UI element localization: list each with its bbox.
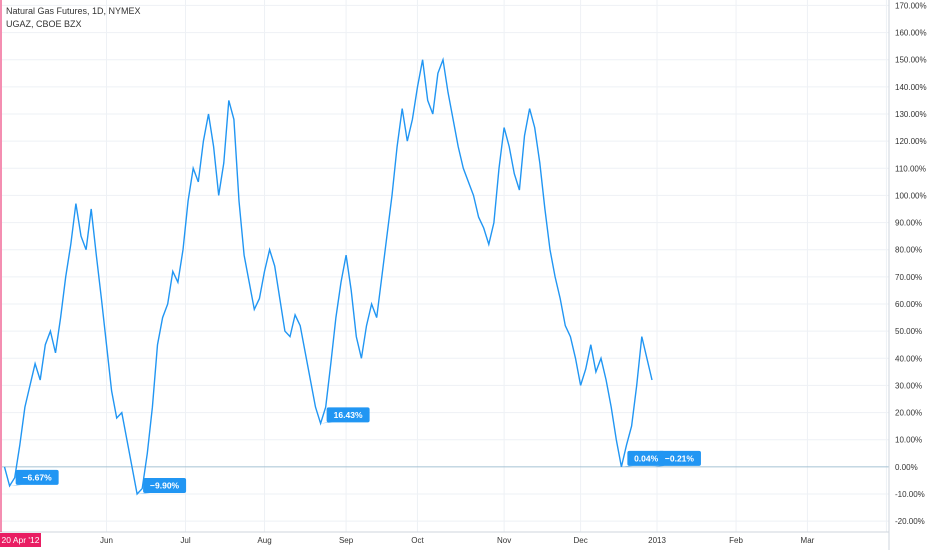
callout-pointer <box>9 484 23 486</box>
x-tick-label: Oct <box>411 536 424 545</box>
legend-primary-series[interactable]: Natural Gas Futures, 1D, NYMEX <box>6 6 141 16</box>
y-tick-label: 160.00% <box>895 29 927 38</box>
y-tick-label: 80.00% <box>895 246 922 255</box>
y-tick-label: 100.00% <box>895 191 927 200</box>
callout-label: −9.90% <box>150 481 180 491</box>
x-tick-label: 2013 <box>648 536 666 545</box>
callout-box <box>657 450 701 466</box>
callout-box <box>627 450 665 466</box>
callout-box <box>15 469 59 485</box>
series-lines <box>3 56 653 496</box>
x-tick-label: Nov <box>497 536 511 545</box>
callout-pointer <box>320 422 334 424</box>
series-line <box>3 56 653 496</box>
start-date-badge <box>0 533 41 547</box>
y-tick-label: 20.00% <box>895 409 922 418</box>
y-tick-label: 90.00% <box>895 219 922 228</box>
zero-line <box>0 0 890 550</box>
callout-pointer <box>651 465 665 467</box>
y-tick-label: 30.00% <box>895 381 922 390</box>
x-tick-label: Dec <box>573 536 587 545</box>
y-tick-label: 130.00% <box>895 110 927 119</box>
x-axis[interactable]: Jun Jul Aug Sep Oct Nov Dec 2013 Feb Mar 20 Apr '1… <box>0 533 815 547</box>
callout-pointer <box>621 465 635 467</box>
y-tick-label: 10.00% <box>895 436 922 445</box>
legend: Natural Gas Futures, 1D, NYMEX UGAZ, CBO… <box>6 5 141 31</box>
y-tick-label: -10.00% <box>895 490 925 499</box>
legend-secondary-series[interactable]: UGAZ, CBOE BZX <box>6 19 82 29</box>
callout-label: −6.67% <box>23 472 53 482</box>
y-tick-label: 0.00% <box>895 463 918 472</box>
y-tick-label: 120.00% <box>895 137 927 146</box>
x-tick-label: Feb <box>729 536 743 545</box>
start-date-label: 20 Apr '12 <box>1 535 39 545</box>
y-tick-label: 60.00% <box>895 300 922 309</box>
y-tick-label: 150.00% <box>895 56 927 65</box>
callout-label: 0.04% <box>634 453 659 463</box>
callout-box <box>143 478 187 493</box>
callout-pointer <box>137 493 151 494</box>
y-tick-label: 40.00% <box>895 354 922 363</box>
x-tick-label: Jul <box>180 536 190 545</box>
grid <box>2 0 889 532</box>
callouts: −6.67% −9.90% 16.43% 0.04% −0.21% <box>9 407 701 494</box>
x-tick-label: Mar <box>801 536 815 545</box>
y-tick-label: -20.00% <box>895 517 925 526</box>
x-tick-label: Aug <box>257 536 271 545</box>
callout-label: −0.21% <box>665 453 695 463</box>
y-tick-label: 140.00% <box>895 83 927 92</box>
callout-box <box>326 407 370 423</box>
x-tick-label: Jun <box>100 536 113 545</box>
y-tick-label: 170.00% <box>895 1 927 10</box>
x-tick-label: Sep <box>339 536 354 545</box>
y-axis[interactable]: -20.00% -10.00% 0.00% 10.00% 20.00% 30.00% 40.… <box>895 1 927 526</box>
y-tick-label: 70.00% <box>895 273 922 282</box>
callout-label: 16.43% <box>334 410 363 420</box>
y-tick-label: 110.00% <box>895 164 926 173</box>
y-tick-label: 50.00% <box>895 327 922 336</box>
